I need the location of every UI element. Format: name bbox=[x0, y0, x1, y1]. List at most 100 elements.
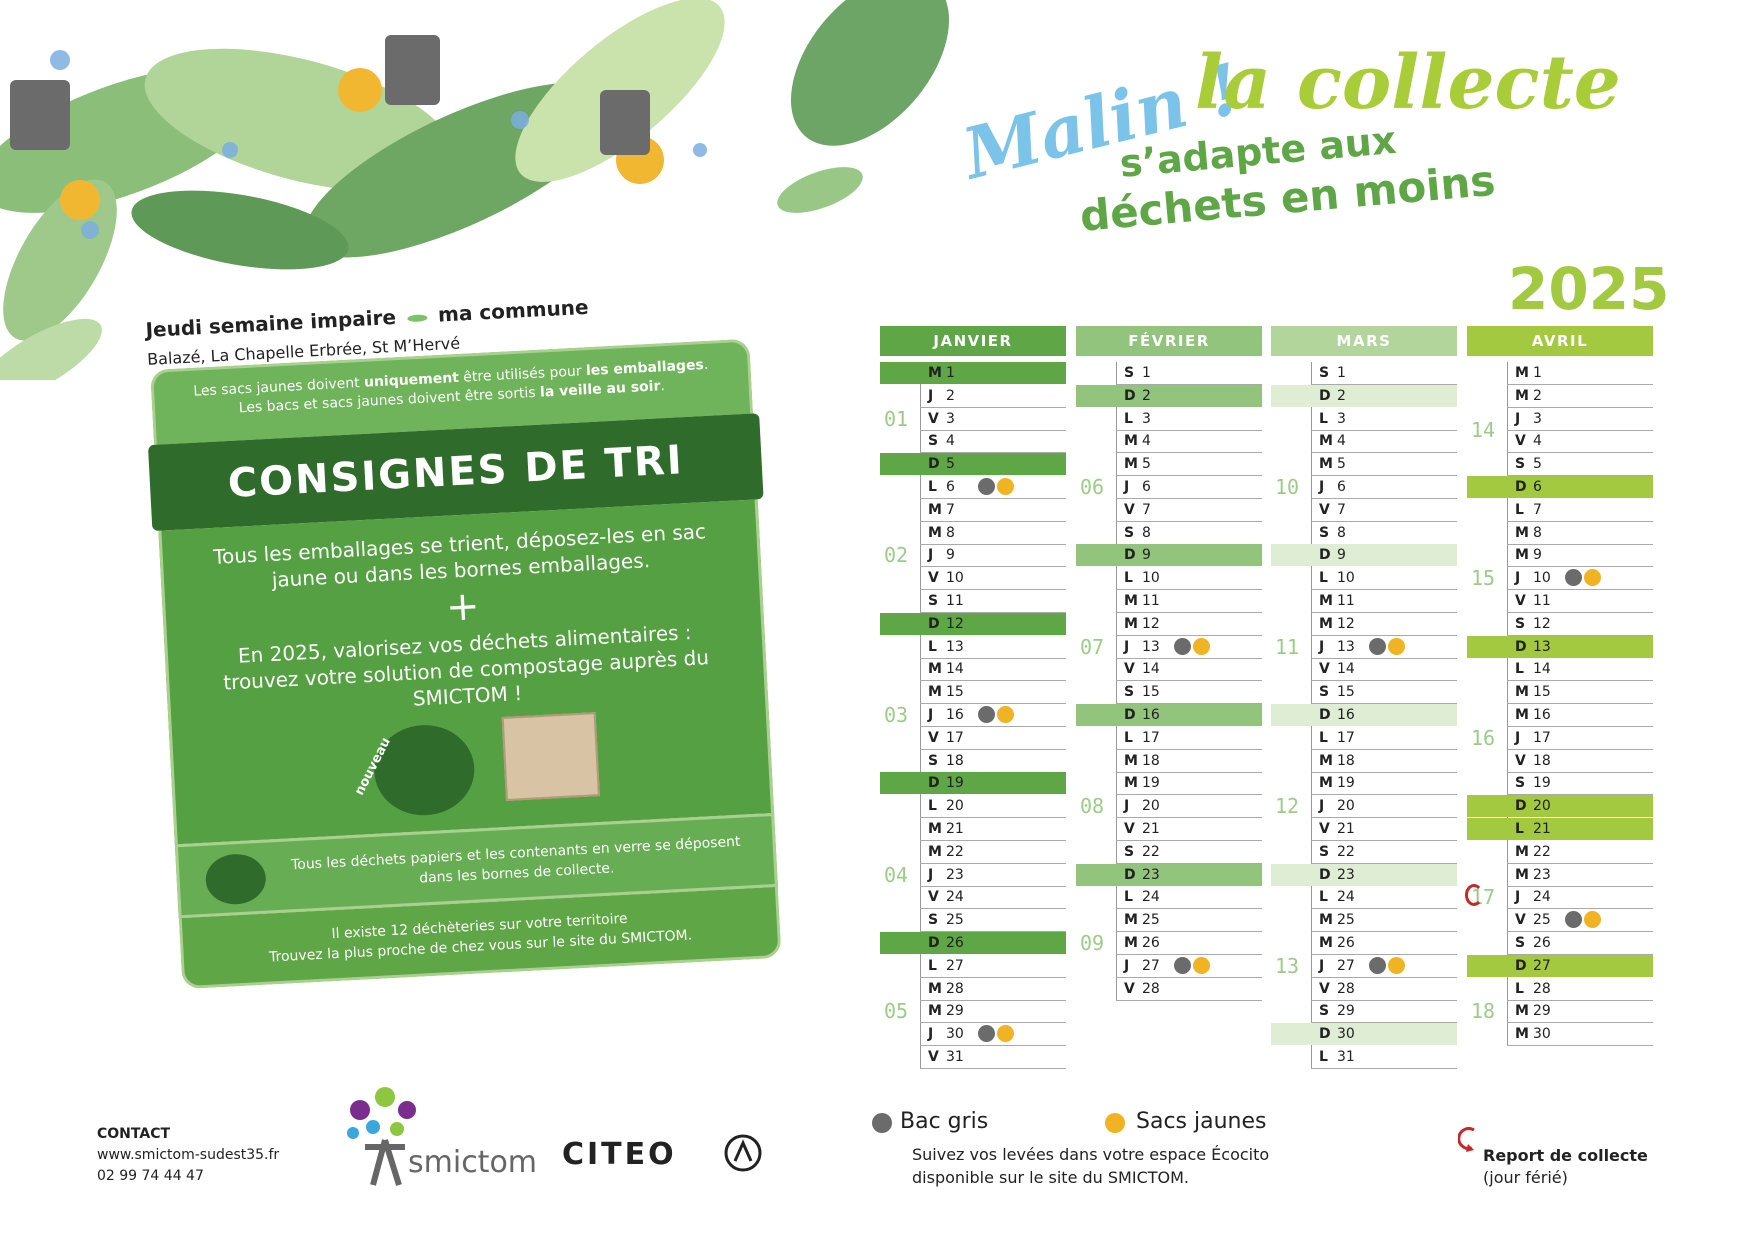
dot-grey bbox=[1565, 911, 1582, 929]
day-number: 9 bbox=[1142, 547, 1151, 564]
day-letter: D bbox=[928, 615, 940, 632]
day-row bbox=[920, 658, 1066, 682]
week-number: 01 bbox=[884, 406, 909, 431]
day-number: 27 bbox=[1533, 957, 1551, 974]
day-letter: L bbox=[1515, 661, 1524, 678]
day-row bbox=[1507, 385, 1653, 408]
day-row bbox=[1311, 590, 1457, 613]
day-letter: V bbox=[1319, 821, 1330, 837]
day-row bbox=[920, 408, 1066, 431]
day-row bbox=[1507, 932, 1653, 955]
day-number: 6 bbox=[1337, 479, 1346, 495]
day-letter: D bbox=[1515, 798, 1527, 815]
card-body: Tous les emballages se trient, déposez-l… bbox=[158, 499, 775, 845]
day-letter: J bbox=[928, 387, 934, 404]
day-letter: M bbox=[1319, 752, 1333, 769]
week-number: 16 bbox=[1471, 725, 1496, 750]
day-letter: V bbox=[928, 1049, 939, 1065]
day-row bbox=[1116, 727, 1262, 750]
highlighted-row bbox=[1076, 384, 1262, 407]
day-number: 3 bbox=[946, 410, 955, 427]
day-number: 29 bbox=[1337, 1003, 1355, 1020]
day-number: 2 bbox=[1533, 387, 1542, 404]
day-letter: M bbox=[928, 524, 942, 541]
day-number: 7 bbox=[1337, 501, 1346, 518]
day-row bbox=[1311, 362, 1457, 385]
day-letter: J bbox=[1319, 479, 1325, 495]
leaf-icon bbox=[406, 314, 428, 323]
day-number: 31 bbox=[1337, 1049, 1355, 1065]
day-letter: S bbox=[1515, 456, 1526, 473]
report-title: Report de collecte bbox=[1483, 1146, 1648, 1165]
day-letter: J bbox=[928, 707, 934, 723]
day-row bbox=[1311, 909, 1457, 933]
day-row bbox=[1507, 590, 1653, 613]
day-row bbox=[1116, 590, 1262, 613]
day-number: 9 bbox=[1533, 547, 1542, 564]
day-number: 24 bbox=[946, 889, 964, 906]
citeo-logo: CITEO bbox=[562, 1137, 677, 1172]
day-letter: M bbox=[1515, 1003, 1529, 1020]
day-letter: M bbox=[928, 661, 942, 678]
day-number: 12 bbox=[946, 615, 964, 632]
highlighted-row bbox=[880, 932, 1066, 954]
day-row bbox=[920, 978, 1066, 1001]
day-number: 13 bbox=[1142, 638, 1160, 655]
day-number: 3 bbox=[1337, 410, 1346, 427]
day-row bbox=[920, 430, 1066, 454]
day-row bbox=[920, 1000, 1066, 1024]
day-letter: J bbox=[1124, 957, 1130, 974]
day-number: 1 bbox=[1533, 365, 1542, 381]
day-number: 13 bbox=[946, 638, 964, 655]
day-letter: V bbox=[928, 889, 939, 906]
day-letter: M bbox=[1124, 615, 1138, 632]
day-letter: L bbox=[1515, 821, 1524, 837]
day-letter: M bbox=[928, 821, 942, 837]
highlighted-row bbox=[1076, 863, 1262, 886]
day-number: 20 bbox=[1142, 798, 1160, 815]
day-number: 13 bbox=[1533, 638, 1551, 655]
day-row bbox=[1507, 658, 1653, 682]
day-number: 20 bbox=[1533, 798, 1551, 815]
day-row bbox=[1507, 430, 1653, 454]
highlighted-row bbox=[1271, 384, 1457, 407]
day-row bbox=[1507, 1000, 1653, 1024]
day-letter: J bbox=[1124, 638, 1130, 655]
week-number: 02 bbox=[884, 543, 909, 568]
day-number: 11 bbox=[946, 593, 964, 609]
day-number: 10 bbox=[1142, 570, 1160, 587]
papers-text: Tous les déchets papiers et les contenan… bbox=[290, 833, 741, 887]
day-row bbox=[1116, 636, 1262, 659]
day-letter: D bbox=[1124, 707, 1136, 723]
day-letter: S bbox=[1319, 684, 1330, 701]
day-number: 19 bbox=[1142, 775, 1160, 792]
day-number: 27 bbox=[1337, 957, 1355, 974]
day-number: 22 bbox=[1533, 843, 1551, 860]
dot-yellow bbox=[1584, 911, 1601, 929]
day-row bbox=[920, 590, 1066, 613]
day-number: 22 bbox=[1142, 843, 1160, 860]
highlighted-row bbox=[1076, 704, 1262, 726]
day-row bbox=[1311, 886, 1457, 910]
title-collecte: la collecte bbox=[1195, 40, 1621, 126]
legend-note-line: Suivez vos levées dans votre espace Écoc… bbox=[912, 1145, 1270, 1164]
day-row bbox=[920, 567, 1066, 591]
day-letter: V bbox=[928, 729, 939, 746]
day-number: 18 bbox=[946, 752, 964, 769]
day-row bbox=[1311, 978, 1457, 1001]
day-letter: M bbox=[1319, 912, 1333, 929]
triman-logo bbox=[724, 1134, 762, 1172]
month-header: FÉVRIER bbox=[1076, 326, 1262, 356]
day-row bbox=[1311, 636, 1457, 659]
dot-yellow bbox=[997, 478, 1014, 495]
day-row bbox=[1116, 795, 1262, 819]
dot-grey bbox=[978, 706, 995, 723]
day-number: 21 bbox=[946, 821, 964, 837]
day-number: 18 bbox=[1142, 752, 1160, 769]
day-letter: S bbox=[1515, 935, 1526, 951]
day-row bbox=[920, 522, 1066, 545]
day-letter: M bbox=[1515, 524, 1529, 541]
day-row bbox=[1116, 453, 1262, 477]
day-letter: L bbox=[1319, 889, 1328, 906]
notice-segment: . bbox=[659, 378, 666, 395]
